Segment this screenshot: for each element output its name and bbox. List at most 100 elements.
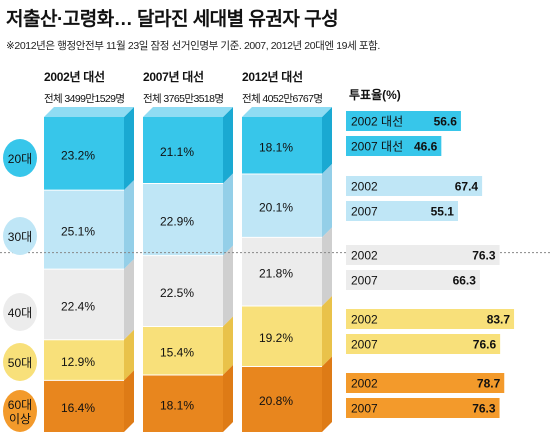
column-segment	[242, 237, 322, 306]
turnout-value-label: 83.7	[487, 313, 511, 327]
segment-value-label: 25.1%	[61, 225, 95, 239]
turnout-row: 2007 대선 46.6	[346, 136, 442, 156]
turnout-bar-label: 2007	[351, 274, 378, 288]
segment-value-label: 20.8%	[259, 394, 293, 408]
turnout-bar	[346, 309, 515, 329]
turnout-bar	[346, 398, 500, 418]
column-side-face	[124, 107, 134, 191]
age-label: 20대	[8, 152, 32, 166]
turnout-bar-label: 2002	[351, 377, 378, 391]
segment-value-label: 20.1%	[259, 201, 293, 215]
turnout-bar	[346, 245, 500, 265]
age-circle	[3, 293, 37, 331]
segment-value-label: 15.4%	[160, 346, 194, 360]
turnout-row: 2002 78.7	[346, 373, 505, 393]
age-circle	[3, 343, 37, 381]
column-side-face	[322, 107, 332, 175]
column-segment	[143, 117, 223, 184]
turnout-bar-label: 2002	[351, 180, 378, 194]
segment-value-label: 22.9%	[160, 215, 194, 229]
stacked-column: 21.1% 22.9% 22.5% 15.4% 18.1%	[143, 107, 233, 432]
segment-value-label: 18.1%	[259, 141, 293, 155]
column-side-face	[124, 259, 134, 340]
turnout-row: 2002 대선 56.6	[346, 111, 461, 131]
column-side-face	[223, 245, 233, 327]
column-side-face	[124, 370, 134, 432]
age-label-suffix: 이상	[9, 412, 31, 426]
column-segment	[44, 269, 124, 340]
column-year: 2007년 대선	[143, 70, 204, 84]
chart-note: ※2012년은 행정안전부 11월 23일 잠정 선거인명부 기준. 2007,…	[6, 40, 380, 52]
turnout-value-label: 76.3	[472, 402, 496, 416]
stacked-column: 23.2% 25.1% 22.4% 12.9% 16.4%	[44, 107, 134, 432]
turnout-value-label: 78.7	[477, 377, 501, 391]
column-segment	[44, 339, 124, 381]
turnout-bar-label: 2002	[351, 249, 378, 263]
column-side-face	[124, 329, 134, 381]
turnout-bar-label: 2007	[351, 402, 378, 416]
turnout-value-label: 76.3	[472, 249, 496, 263]
column-header-2002: 2002년 대선 전체 3499만1529명	[44, 68, 125, 106]
age-label: 50대	[8, 356, 32, 370]
age-badge: 30대	[3, 217, 37, 255]
age-badge: 50대	[3, 343, 37, 381]
turnout-row: 2007 55.1	[346, 201, 458, 221]
column-segment	[44, 190, 124, 270]
turnout-bar-label: 2007	[351, 205, 378, 219]
age-circle	[3, 390, 37, 432]
chart-title: 저출산·고령화… 달라진 세대별 유권자 구성	[6, 9, 339, 30]
turnout-bar	[346, 334, 501, 354]
turnout-value-label: 66.3	[453, 274, 477, 288]
segment-value-label: 18.1%	[160, 398, 194, 412]
column-segment	[143, 183, 223, 256]
age-badge: 40대	[3, 293, 37, 331]
column-segment	[242, 366, 322, 432]
turnout-bar	[346, 373, 505, 393]
segment-value-label: 19.2%	[259, 331, 293, 345]
column-segment	[242, 174, 322, 238]
column-top-face	[143, 107, 233, 117]
column-header-2012: 2012년 대선 전체 4052만6767명	[242, 68, 323, 106]
turnout-row: 2007 66.3	[346, 270, 480, 290]
turnout-row: 2007 76.6	[346, 334, 501, 354]
column-top-face	[242, 107, 332, 117]
column-side-face	[223, 316, 233, 375]
segment-value-label: 22.5%	[160, 286, 194, 300]
turnout-bar-label: 2002	[351, 313, 378, 327]
turnout-bar	[346, 176, 483, 196]
column-segment	[242, 306, 322, 367]
age-label: 60대	[8, 398, 32, 412]
turnout-value-label: 56.6	[434, 115, 458, 129]
turnout-row: 2002 76.3	[346, 245, 500, 265]
turnout-value-label: 46.6	[414, 140, 438, 154]
age-label: 40대	[8, 306, 32, 320]
column-year: 2002년 대선	[44, 70, 105, 84]
column-top-face	[44, 107, 134, 117]
segment-value-label: 23.2%	[61, 149, 95, 163]
segment-value-label: 16.4%	[61, 401, 95, 415]
column-side-face	[124, 180, 134, 270]
column-segment	[143, 326, 223, 375]
turnout-bar	[346, 136, 442, 156]
turnout-bar	[346, 201, 458, 221]
column-side-face	[322, 356, 332, 432]
column-side-face	[322, 296, 332, 367]
column-side-face	[322, 227, 332, 306]
column-side-face	[223, 107, 233, 184]
column-side-face	[322, 164, 332, 238]
column-header-2007: 2007년 대선 전체 3765만3518명	[143, 68, 224, 106]
turnout-row: 2002 83.7	[346, 309, 515, 329]
turnout-bar	[346, 111, 461, 131]
column-year: 2012년 대선	[242, 70, 303, 84]
turnout-bar-label: 2007	[351, 338, 378, 352]
turnout-title: 투표율(%)	[349, 88, 401, 102]
turnout-value-label: 55.1	[431, 205, 455, 219]
stacked-column: 18.1% 20.1% 21.8% 19.2% 20.8%	[242, 107, 332, 432]
column-segment	[143, 374, 223, 432]
turnout-row: 2007 76.3	[346, 398, 500, 418]
turnout-bar	[346, 270, 480, 290]
age-circle	[3, 217, 37, 255]
column-total: 전체 3499만1529명	[44, 93, 125, 105]
